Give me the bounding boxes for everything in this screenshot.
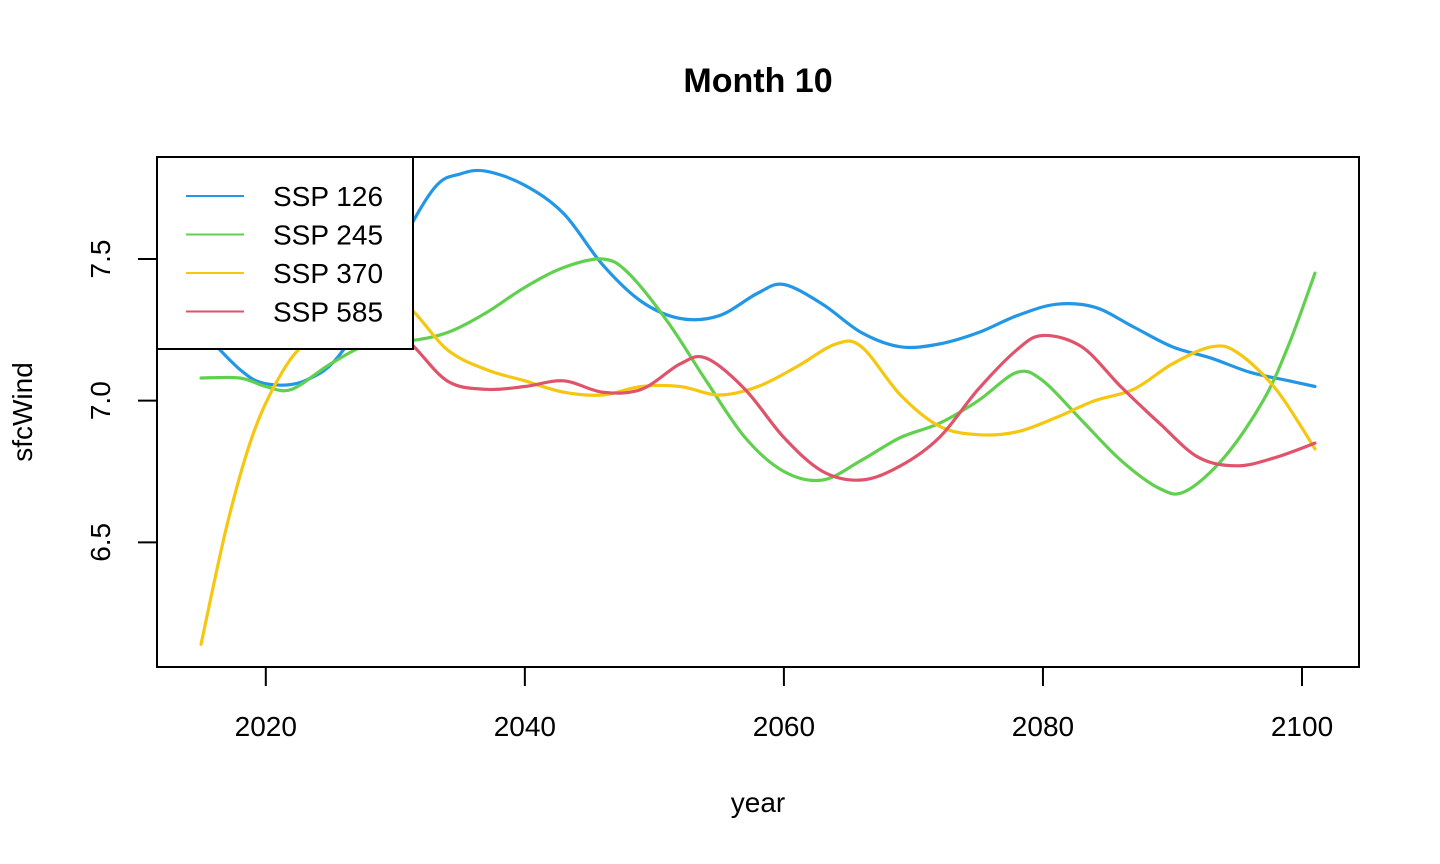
series-line-ssp-370 xyxy=(199,301,1317,646)
chart-title: Month 10 xyxy=(683,62,832,100)
legend-label-ssp-370: SSP 370 xyxy=(273,258,383,289)
legend-box xyxy=(156,156,414,350)
x-tick-label: 2020 xyxy=(235,711,297,742)
legend-label-ssp-245: SSP 245 xyxy=(273,220,383,251)
legend: SSP 126 SSP 245 SSP 370 SSP 585 xyxy=(156,156,414,350)
y-axis-label: sfcWind xyxy=(7,362,38,462)
y-tick-label: 7.5 xyxy=(85,240,116,279)
y-axis: 6.5 7.0 7.5 xyxy=(85,240,158,562)
x-tick-label: 2060 xyxy=(753,711,815,742)
y-tick-label: 6.5 xyxy=(85,523,116,562)
x-tick-label: 2100 xyxy=(1271,711,1333,742)
legend-label-ssp-126: SSP 126 xyxy=(273,181,383,212)
series-line-ssp-585 xyxy=(367,314,1317,482)
legend-label-ssp-585: SSP 585 xyxy=(273,297,383,328)
x-axis: 2020 2040 2060 2080 2100 xyxy=(235,666,1333,742)
x-tick-label: 2040 xyxy=(494,711,556,742)
x-axis-label: year xyxy=(731,787,785,818)
x-tick-label: 2080 xyxy=(1012,711,1074,742)
y-tick-label: 7.0 xyxy=(85,381,116,420)
